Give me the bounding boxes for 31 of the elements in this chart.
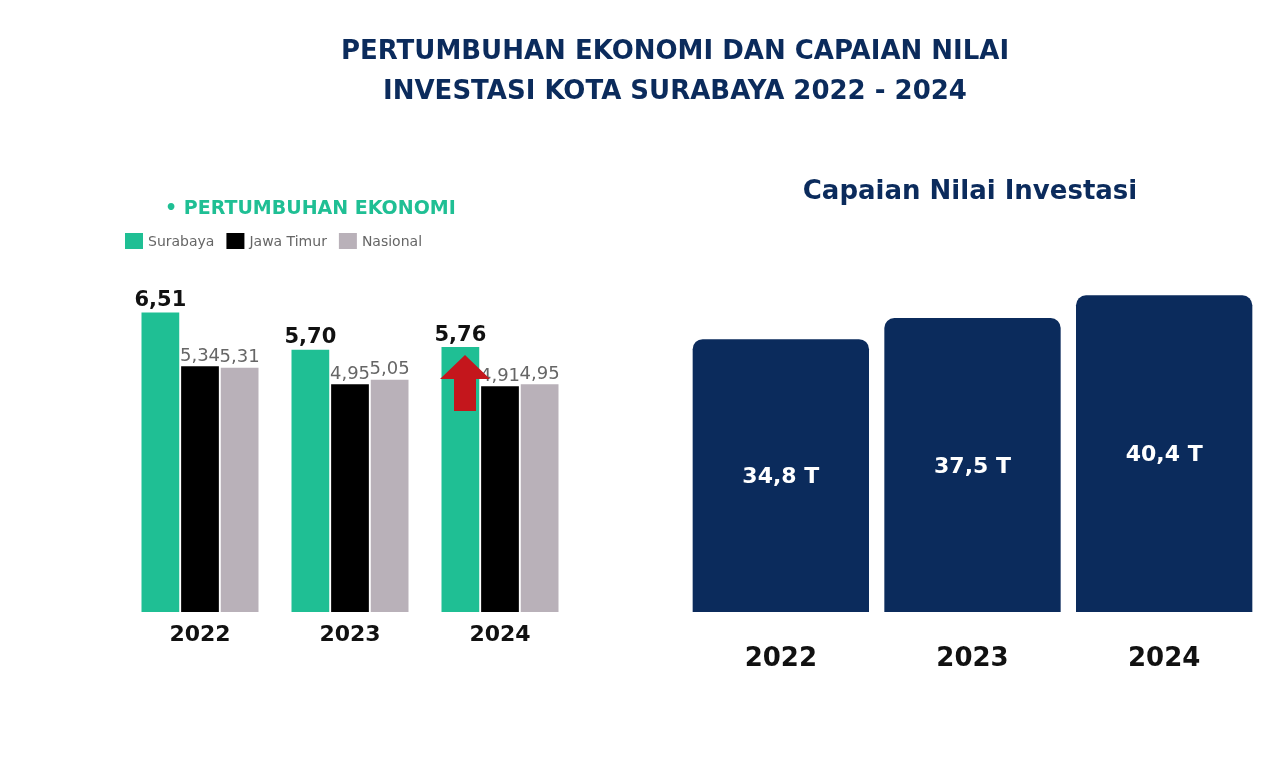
chart-title: Capaian Nilai Investasi bbox=[802, 175, 1138, 205]
x-tick-label: 2022 bbox=[169, 620, 231, 646]
data-label: 6,51 bbox=[134, 287, 187, 312]
x-tick-label: 2024 bbox=[469, 620, 531, 646]
text: PERTUMBUHAN EKONOMI DAN CAPAIAN NILAI INVESTASI KOTA SURABAYA 2022 - 2024 bbox=[339, 34, 1011, 107]
data-label: 5,31 bbox=[219, 345, 260, 367]
x-tick-label: 2023 bbox=[936, 642, 1009, 672]
legend-label: Jawa Timur bbox=[248, 233, 328, 249]
chart-subtitle: • PERTUMBUHAN EKONOMI bbox=[165, 195, 456, 218]
data-label: 5,05 bbox=[369, 357, 410, 379]
legend-label: Surabaya bbox=[148, 233, 215, 249]
bar bbox=[370, 379, 409, 612]
bar bbox=[220, 367, 259, 612]
data-label: 4,95 bbox=[519, 361, 560, 383]
x-tick-label: 2023 bbox=[319, 620, 381, 646]
data-label: 34,8 T bbox=[742, 463, 820, 489]
data-label: 40,4 T bbox=[1125, 441, 1203, 467]
legend-label: Nasional bbox=[361, 233, 423, 249]
data-label: 37,5 T bbox=[934, 452, 1011, 478]
bar bbox=[520, 384, 559, 612]
bar bbox=[291, 349, 330, 612]
bar bbox=[481, 386, 519, 612]
x-tick-label: 2022 bbox=[744, 642, 818, 672]
x-tick-label: 2024 bbox=[1127, 642, 1201, 672]
bar bbox=[141, 312, 180, 612]
data-label: 5,70 bbox=[284, 324, 337, 349]
data-label: 4,95 bbox=[329, 361, 371, 383]
data-label: 5,76 bbox=[434, 321, 487, 346]
bar bbox=[181, 366, 219, 612]
bar bbox=[331, 384, 369, 612]
data-label: 5,34 bbox=[179, 343, 221, 365]
